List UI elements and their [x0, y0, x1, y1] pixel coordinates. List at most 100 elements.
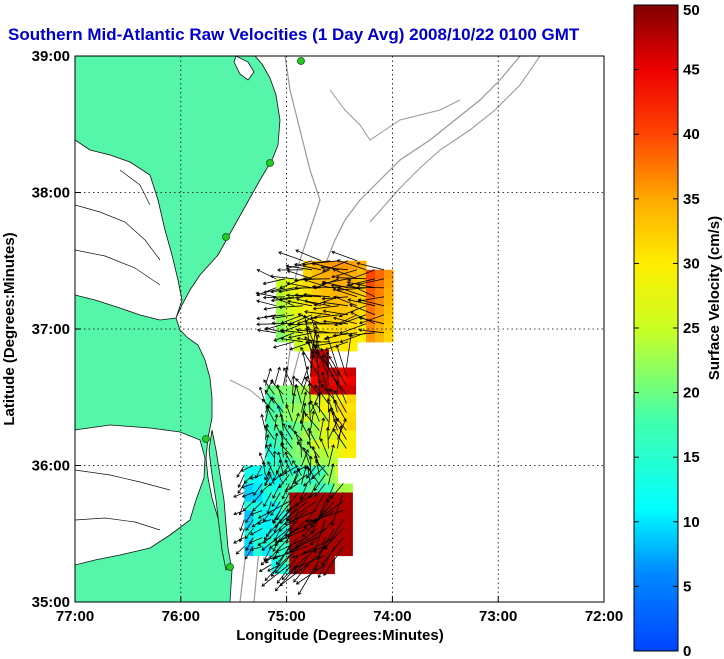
velocity-vector: [302, 447, 311, 467]
velocity-cell: [253, 483, 263, 494]
colorbar-tick-label: 5: [683, 578, 691, 595]
velocity-cell: [244, 492, 254, 503]
velocity-cell: [343, 510, 353, 521]
velocity-cell: [283, 421, 293, 432]
velocity-cell: [375, 296, 385, 307]
velocity-cell: [343, 546, 353, 557]
velocity-cell: [337, 403, 347, 414]
velocity-cell: [294, 314, 304, 325]
velocity-cell: [244, 501, 254, 512]
velocity-cell: [271, 465, 281, 476]
velocity-vector: [307, 441, 320, 458]
velocity-cell: [271, 474, 281, 485]
x-axis-label: Longitude (Degrees:Minutes): [236, 627, 444, 644]
velocity-vector: [336, 380, 347, 404]
x-tick-label: 74:00: [373, 608, 411, 625]
velocity-cell: [262, 510, 272, 521]
velocity-cell: [312, 296, 322, 307]
velocity-cell: [265, 394, 275, 405]
velocity-cell: [285, 305, 295, 316]
velocity-cell: [253, 537, 263, 548]
velocity-cell: [375, 314, 385, 325]
velocity-vector: [239, 519, 245, 532]
velocity-vector: [309, 430, 320, 449]
velocity-cell: [274, 394, 284, 405]
velocity-cell: [298, 465, 308, 476]
velocity-vector: [312, 305, 340, 311]
velocity-cell: [310, 457, 320, 468]
velocity-cell: [280, 483, 290, 494]
velocity-cell: [244, 474, 254, 485]
velocity-vector: [275, 469, 284, 485]
velocity-cell: [310, 385, 320, 396]
velocity-cell: [271, 492, 281, 503]
radar-site-marker: [202, 435, 210, 443]
velocity-cell: [366, 287, 376, 298]
velocity-cell: [325, 483, 335, 494]
velocity-cell: [280, 546, 290, 557]
velocity-vector: [358, 316, 385, 325]
velocity-vector: [263, 314, 286, 319]
map-plot-area: [75, 56, 604, 602]
velocity-vector: [304, 320, 331, 325]
velocity-cell: [274, 421, 284, 432]
velocity-vector: [263, 379, 275, 395]
velocity-cell: [307, 501, 317, 512]
velocity-cell: [303, 278, 313, 289]
velocity-vector: [268, 474, 281, 487]
velocity-vector: [328, 355, 347, 386]
velocity-cell: [343, 528, 353, 539]
velocity-vector: [251, 519, 263, 528]
velocity-vector: [252, 492, 263, 504]
velocity-cell: [298, 501, 308, 512]
velocity-cell: [346, 385, 356, 396]
velocity-vector: [233, 537, 245, 544]
velocity-cell: [271, 555, 281, 566]
velocity-vector: [313, 474, 326, 492]
velocity-vector: [335, 344, 347, 377]
velocity-cell: [346, 421, 356, 432]
velocity-cell: [283, 430, 293, 441]
velocity-vector: [261, 398, 275, 413]
velocity-cell: [339, 314, 349, 325]
velocity-vector: [350, 311, 376, 325]
velocity-vector: [332, 332, 358, 338]
velocity-cell: [262, 546, 272, 557]
velocity-cell: [298, 537, 308, 548]
velocity-vector: [256, 299, 277, 307]
velocity-cell: [384, 314, 394, 325]
velocity-vector: [264, 389, 275, 404]
velocity-cell: [321, 341, 331, 352]
velocity-cell: [283, 412, 293, 423]
velocity-vector: [311, 284, 340, 289]
velocity-vector: [276, 555, 299, 584]
velocity-vector: [235, 546, 245, 555]
velocity-vector: [325, 483, 335, 503]
velocity-vector: [330, 283, 358, 289]
velocity-vector: [257, 537, 272, 546]
pamlico-sound: [75, 424, 206, 566]
velocity-vector: [264, 425, 275, 440]
velocity-vector: [313, 314, 340, 320]
velocity-cell: [274, 439, 284, 450]
velocity-vector: [257, 519, 272, 525]
velocity-vector: [283, 465, 299, 475]
chart-title: Southern Mid-Atlantic Raw Velocities (1 …: [8, 25, 580, 44]
velocity-vector: [296, 441, 311, 458]
velocity-cell: [343, 501, 353, 512]
velocity-vector: [310, 316, 320, 350]
velocity-cell: [337, 448, 347, 459]
velocity-vector: [283, 367, 293, 386]
velocity-cell: [301, 457, 311, 468]
velocity-vector: [273, 332, 295, 342]
velocity-cell: [319, 403, 329, 414]
velocity-cell: [337, 412, 347, 423]
velocity-cell: [337, 394, 347, 405]
velocity-cell: [298, 555, 308, 566]
velocity-vector: [304, 278, 331, 289]
velocity-vector: [292, 392, 296, 413]
velocity-cell: [307, 492, 317, 503]
velocity-cell: [330, 314, 340, 325]
velocity-vector: [356, 261, 385, 271]
